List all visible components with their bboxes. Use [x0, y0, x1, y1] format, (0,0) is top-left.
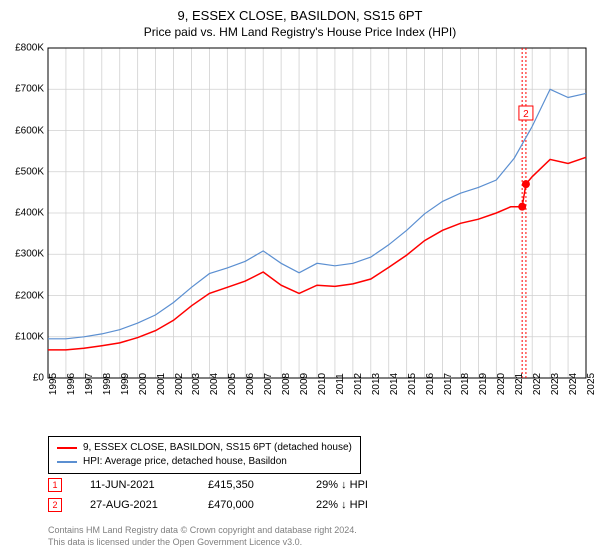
legend-swatch — [57, 461, 77, 463]
x-tick-label: 2000 — [138, 373, 149, 395]
x-tick-label: 2023 — [550, 373, 561, 395]
x-tick-label: 2017 — [443, 373, 454, 395]
transaction-date: 11-JUN-2021 — [90, 479, 180, 491]
legend-item: 9, ESSEX CLOSE, BASILDON, SS15 6PT (deta… — [57, 441, 352, 455]
x-tick-label: 2010 — [317, 373, 328, 395]
x-tick-label: 2003 — [191, 373, 202, 395]
transactions-table: 1 11-JUN-2021 £415,350 29% ↓ HPI 2 27-AUG-202… — [48, 478, 368, 518]
attribution: Contains HM Land Registry data © Crown c… — [48, 524, 357, 548]
legend-swatch — [57, 447, 77, 449]
plot-svg: 2 — [48, 48, 586, 378]
x-tick-label: 2013 — [371, 373, 382, 395]
x-tick-label: 2022 — [532, 373, 543, 395]
legend: 9, ESSEX CLOSE, BASILDON, SS15 6PT (deta… — [48, 436, 361, 474]
transaction-row: 2 27-AUG-2021 £470,000 22% ↓ HPI — [48, 498, 368, 512]
x-tick-label: 2014 — [389, 373, 400, 395]
attribution-line2: This data is licensed under the Open Gov… — [48, 536, 357, 548]
x-tick-label: 1995 — [48, 373, 59, 395]
x-tick-label: 2002 — [174, 373, 185, 395]
transaction-marker: 2 — [48, 498, 62, 512]
x-tick-label: 2019 — [478, 373, 489, 395]
x-tick-label: 1996 — [66, 373, 77, 395]
x-tick-label: 2020 — [496, 373, 507, 395]
y-tick-label: £100K — [15, 331, 44, 342]
svg-text:2: 2 — [523, 109, 529, 120]
attribution-line1: Contains HM Land Registry data © Crown c… — [48, 524, 357, 536]
chart-container: 9, ESSEX CLOSE, BASILDON, SS15 6PT Price… — [0, 0, 600, 560]
y-tick-label: £800K — [15, 43, 44, 54]
y-tick-label: £500K — [15, 166, 44, 177]
x-tick-label: 2005 — [227, 373, 238, 395]
x-axis: 1995199619971998199920002001200220032004… — [48, 380, 586, 436]
x-tick-label: 2008 — [281, 373, 292, 395]
y-tick-label: £0 — [33, 373, 44, 384]
y-tick-label: £300K — [15, 249, 44, 260]
x-tick-label: 1999 — [120, 373, 131, 395]
x-tick-label: 1998 — [102, 373, 113, 395]
y-tick-label: £700K — [15, 84, 44, 95]
y-tick-label: £400K — [15, 208, 44, 219]
x-tick-label: 2015 — [407, 373, 418, 395]
x-tick-label: 2016 — [425, 373, 436, 395]
transaction-row: 1 11-JUN-2021 £415,350 29% ↓ HPI — [48, 478, 368, 492]
y-axis: £0£100K£200K£300K£400K£500K£600K£700K£80… — [0, 48, 46, 378]
x-tick-label: 2021 — [514, 373, 525, 395]
transaction-price: £415,350 — [208, 479, 288, 491]
x-tick-label: 2004 — [209, 373, 220, 395]
x-tick-label: 2009 — [299, 373, 310, 395]
x-tick-label: 2011 — [335, 373, 346, 395]
chart-subtitle: Price paid vs. HM Land Registry's House … — [0, 23, 600, 39]
transaction-date: 27-AUG-2021 — [90, 499, 180, 511]
x-tick-label: 2018 — [460, 373, 471, 395]
x-tick-label: 2006 — [245, 373, 256, 395]
legend-label: HPI: Average price, detached house, Basi… — [83, 455, 287, 469]
transaction-price: £470,000 — [208, 499, 288, 511]
x-tick-label: 2001 — [156, 373, 167, 395]
transaction-delta: 22% ↓ HPI — [316, 499, 368, 511]
x-tick-label: 2025 — [586, 373, 597, 395]
legend-label: 9, ESSEX CLOSE, BASILDON, SS15 6PT (deta… — [83, 441, 352, 455]
legend-item: HPI: Average price, detached house, Basi… — [57, 455, 352, 469]
y-tick-label: £200K — [15, 290, 44, 301]
chart-title: 9, ESSEX CLOSE, BASILDON, SS15 6PT — [0, 0, 600, 23]
x-tick-label: 2024 — [568, 373, 579, 395]
y-tick-label: £600K — [15, 125, 44, 136]
transaction-marker: 1 — [48, 478, 62, 492]
plot-area: 2 — [48, 48, 586, 378]
x-tick-label: 1997 — [84, 373, 95, 395]
x-tick-label: 2007 — [263, 373, 274, 395]
transaction-delta: 29% ↓ HPI — [316, 479, 368, 491]
x-tick-label: 2012 — [353, 373, 364, 395]
